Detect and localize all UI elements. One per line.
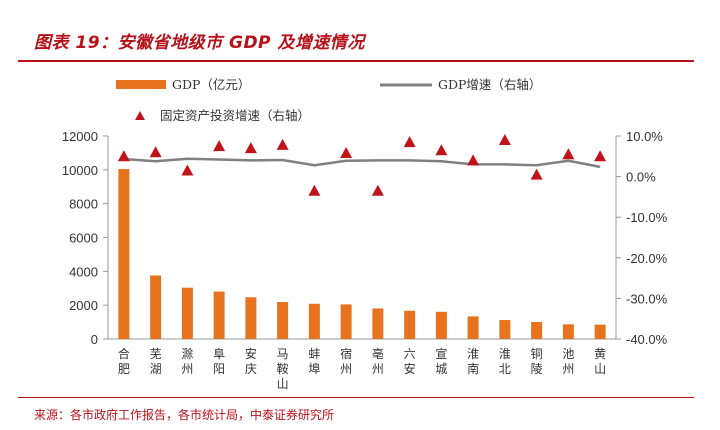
category-label: 宿州 — [340, 346, 352, 376]
gdp-bars — [118, 169, 606, 339]
investment-marker-12 — [467, 154, 480, 166]
investment-marker-10 — [403, 136, 416, 148]
investment-marker-15 — [562, 148, 575, 160]
category-label: 滁州 — [181, 346, 193, 376]
investment-marker-13 — [498, 134, 511, 146]
left-tick-label: 10000 — [62, 163, 98, 178]
right-tick-label: -40.0% — [626, 332, 668, 347]
title-divider — [18, 60, 694, 62]
right-axis-ticks: -40.0% -30.0% -20.0% -10.0% 0.0% 10.0% — [616, 129, 668, 347]
gdp-bar-12 — [467, 316, 479, 339]
category-label: 安庆 — [245, 346, 257, 376]
left-tick-label: 4000 — [69, 264, 98, 279]
legend-investment-label: 固定资产投资增速（右轴） — [160, 108, 310, 123]
investment-marker-4 — [213, 140, 226, 152]
gdp-bar-5 — [245, 297, 257, 339]
gdp-bar-14 — [531, 322, 543, 339]
left-tick-label: 6000 — [69, 231, 98, 246]
gdp-bar-8 — [340, 304, 352, 339]
investment-marker-5 — [244, 142, 257, 154]
category-label: 淮南 — [467, 347, 479, 376]
category-label: 亳州 — [372, 346, 384, 376]
legend-investment-swatch — [135, 111, 145, 120]
category-label: 马鞍山 — [277, 347, 289, 391]
category-label: 芜湖 — [150, 347, 162, 376]
right-tick-label: -30.0% — [626, 291, 668, 306]
gdp-bar-9 — [372, 308, 384, 339]
investment-marker-14 — [530, 168, 543, 180]
category-label: 宣城 — [435, 346, 447, 376]
chart-svg: 0 2000 4000 6000 8000 10000 12000 -40.0% -30.0%… — [62, 77, 668, 391]
source-divider — [18, 397, 694, 398]
investment-marker-3 — [181, 164, 194, 176]
gdp-bar-16 — [594, 324, 606, 339]
left-tick-label: 0 — [91, 332, 98, 347]
gdp-bar-3 — [181, 287, 193, 339]
gdp-growth-polyline — [123, 157, 601, 169]
investment-markers — [117, 134, 607, 196]
gdp-bar-6 — [277, 302, 289, 339]
category-label: 淮北 — [499, 347, 511, 376]
category-label: 六安 — [404, 347, 416, 376]
investment-marker-8 — [340, 147, 353, 159]
gdp-bar-11 — [435, 311, 447, 339]
right-tick-label: 0.0% — [626, 170, 656, 185]
left-tick-label: 8000 — [69, 197, 98, 212]
gdp-bar-2 — [150, 275, 162, 339]
gdp-growth-line — [123, 157, 601, 169]
investment-marker-11 — [435, 144, 448, 156]
category-label: 池州 — [562, 347, 574, 376]
legend-gdp-swatch — [116, 80, 166, 89]
right-tick-label: 10.0% — [626, 129, 663, 144]
legend: GDP（亿元） GDP增速（右轴） 固定资产投资增速（右轴） — [116, 77, 541, 123]
investment-marker-2 — [149, 146, 162, 158]
category-label: 阜阳 — [213, 347, 225, 376]
figure-title: 图表 19：安徽省地级市 GDP 及增速情况 — [34, 33, 365, 53]
gdp-bar-7 — [308, 303, 320, 339]
right-tick-label: -10.0% — [626, 210, 668, 225]
investment-marker-16 — [594, 150, 607, 162]
left-tick-label: 2000 — [69, 298, 98, 313]
gdp-bar-15 — [562, 324, 574, 339]
left-axis-ticks: 0 2000 4000 6000 8000 10000 12000 — [62, 129, 108, 347]
category-label: 蚌埠 — [308, 347, 320, 376]
gdp-bar-1 — [118, 169, 130, 339]
gdp-bar-13 — [499, 320, 511, 339]
investment-marker-7 — [308, 184, 321, 196]
investment-marker-6 — [276, 138, 289, 150]
left-tick-label: 12000 — [62, 129, 98, 144]
investment-marker-1 — [117, 150, 130, 162]
gdp-bar-4 — [213, 291, 225, 339]
category-label: 黄山 — [594, 347, 606, 376]
investment-marker-9 — [371, 184, 384, 196]
category-label: 合肥 — [118, 346, 130, 376]
right-tick-label: -20.0% — [626, 251, 668, 266]
source-note: 来源：各市政府工作报告，各市统计局，中泰证券研究所 — [34, 408, 335, 422]
legend-gdp-label: GDP（亿元） — [172, 77, 250, 92]
category-label: 铜陵 — [531, 346, 543, 376]
gdp-bar-10 — [404, 310, 416, 339]
legend-growth-label: GDP增速（右轴） — [438, 77, 541, 92]
